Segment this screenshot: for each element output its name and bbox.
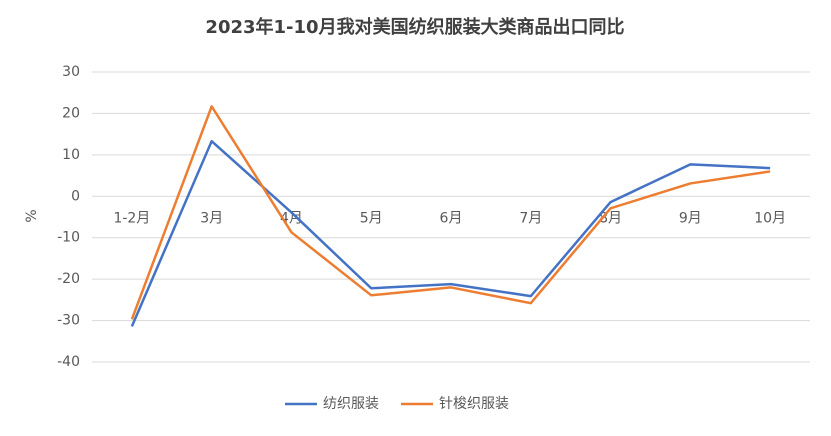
y-tick-label: 20 — [62, 105, 80, 121]
y-tick-label: 30 — [62, 64, 80, 80]
x-tick-label: 7月 — [519, 210, 542, 226]
x-tick-label: 3月 — [200, 210, 223, 226]
series-line — [130, 105, 771, 320]
y-tick-label: -20 — [57, 271, 80, 287]
x-tick-label: 5月 — [360, 210, 383, 226]
y-tick-label: 10 — [62, 147, 80, 163]
x-tick-label: 9月 — [679, 210, 702, 226]
legend-label: 针梭织服装 — [439, 395, 509, 412]
x-tick-label: 1-2月 — [113, 210, 150, 226]
x-tick-label: 10月 — [754, 210, 786, 226]
x-tick-label: 6月 — [440, 210, 463, 226]
y-tick-label: -10 — [57, 230, 80, 246]
y-tick-label: 0 — [71, 188, 80, 204]
series-line — [130, 139, 771, 327]
legend-label: 纺织服装 — [323, 396, 379, 412]
chart-title: 2023年1-10月我对美国纺织服装大类商品出口同比 — [205, 16, 624, 38]
y-axis-label: % — [24, 209, 40, 222]
y-tick-label: -30 — [57, 313, 80, 329]
y-tick-label: -40 — [57, 354, 80, 370]
